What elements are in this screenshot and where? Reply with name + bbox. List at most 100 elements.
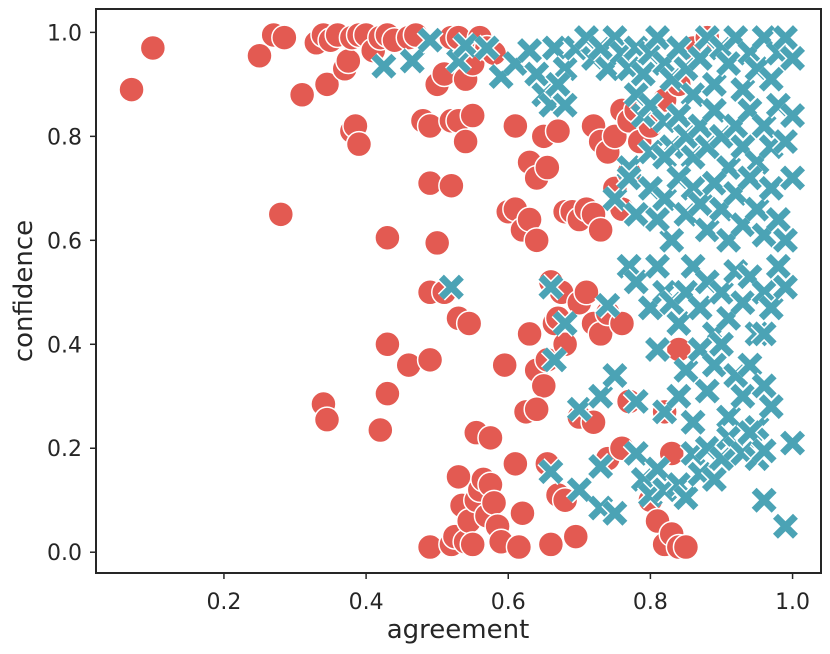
- x-point: [452, 31, 480, 59]
- circle-point: [374, 380, 401, 407]
- x-point: [643, 205, 672, 234]
- x-axis-label: agreement: [387, 615, 530, 645]
- x-point: [601, 361, 629, 390]
- x-point: [757, 294, 785, 322]
- x-point: [551, 91, 579, 119]
- x-point: [643, 335, 672, 364]
- circle-point: [267, 201, 295, 228]
- x-point: [565, 395, 593, 423]
- x-point: [540, 346, 568, 374]
- x-point: [551, 55, 579, 83]
- x-point: [757, 174, 785, 202]
- circle-point: [335, 47, 362, 75]
- x-point: [771, 512, 799, 540]
- x-tick-label: 0.6: [491, 590, 526, 615]
- circle-point: [246, 42, 273, 70]
- circle-point: [374, 224, 401, 251]
- x-point: [779, 429, 807, 457]
- x-point: [594, 291, 622, 319]
- x-tick-label: 0.4: [349, 590, 384, 615]
- y-axis-label: confidence: [9, 220, 39, 362]
- circle-point: [480, 489, 508, 517]
- x-point: [750, 372, 778, 400]
- x-point: [750, 486, 778, 514]
- circle-point: [523, 227, 550, 254]
- circle-point: [502, 450, 529, 478]
- circle-point: [573, 279, 600, 306]
- circle-point: [491, 351, 518, 379]
- x-point: [437, 273, 465, 301]
- x-point: [665, 102, 693, 130]
- plot-frame: [95, 8, 822, 574]
- x-point: [764, 252, 792, 280]
- circle-point: [313, 406, 341, 433]
- circle-point: [530, 372, 558, 400]
- x-point: [672, 484, 700, 512]
- y-tick-label: 0.8: [47, 125, 82, 150]
- x-point: [700, 70, 728, 98]
- circle-point: [562, 523, 590, 550]
- x-point: [771, 226, 799, 254]
- x-tick-label: 0.8: [633, 590, 668, 615]
- circle-point: [477, 424, 504, 452]
- x-point: [587, 382, 615, 410]
- circle-point: [455, 310, 483, 337]
- x-point: [715, 403, 743, 431]
- circle-point: [509, 499, 536, 527]
- x-point: [523, 60, 551, 88]
- x-point: [537, 458, 565, 486]
- x-point: [729, 289, 757, 317]
- x-point: [686, 294, 714, 322]
- y-tick-label: 0.6: [47, 229, 82, 254]
- x-point: [779, 102, 807, 130]
- x-tick-label: 0.2: [206, 590, 241, 615]
- x-point: [643, 252, 672, 280]
- circle-point: [452, 128, 479, 155]
- x-point: [615, 164, 643, 192]
- x-point: [757, 393, 785, 421]
- x-point: [651, 143, 679, 171]
- circle-point: [544, 117, 572, 145]
- x-point: [679, 174, 707, 202]
- circle-point: [459, 102, 486, 129]
- x-point: [686, 190, 714, 218]
- x-point: [679, 408, 707, 436]
- x-point: [643, 455, 672, 483]
- circle-point: [139, 34, 167, 62]
- x-point: [473, 34, 501, 62]
- x-point: [743, 195, 771, 223]
- x-point: [665, 34, 693, 62]
- circle-point: [505, 533, 533, 561]
- circle-point: [271, 24, 298, 51]
- circle-point: [537, 531, 565, 558]
- x-point: [651, 185, 679, 213]
- y-tick-label: 0.4: [47, 333, 82, 358]
- x-point: [665, 309, 693, 338]
- x-point: [700, 169, 728, 197]
- x-point: [416, 26, 444, 54]
- x-point: [771, 128, 799, 156]
- x-point: [764, 205, 792, 234]
- circle-point: [313, 71, 341, 98]
- circle-point: [416, 346, 444, 374]
- x-point: [679, 81, 707, 109]
- circle-point: [672, 533, 700, 561]
- x-point: [700, 465, 728, 493]
- x-point: [686, 44, 714, 72]
- x-point: [658, 226, 686, 254]
- circle-point: [459, 531, 486, 558]
- x-point: [622, 439, 650, 467]
- x-point: [398, 47, 426, 75]
- data-points: [118, 21, 807, 561]
- x-point: [370, 52, 398, 80]
- x-point: [587, 452, 615, 480]
- circle-point: [345, 130, 373, 158]
- x-point: [757, 65, 785, 93]
- x-point: [750, 112, 778, 140]
- circle-point: [118, 76, 145, 103]
- x-point: [729, 76, 757, 104]
- x-point: [700, 96, 728, 124]
- x-tick-label: 1.0: [775, 590, 810, 615]
- x-point: [672, 356, 700, 384]
